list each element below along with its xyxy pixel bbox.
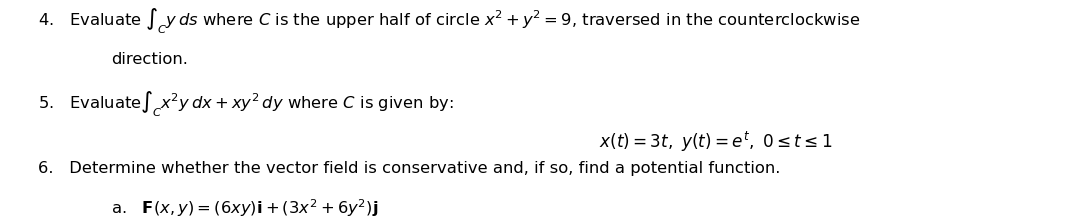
Text: 6.   Determine whether the vector field is conservative and, if so, find a poten: 6. Determine whether the vector field is… (38, 161, 780, 176)
Text: 5.   Evaluate$\int_C x^2y\,dx + xy^2\,dy$ where $C$ is given by:: 5. Evaluate$\int_C x^2y\,dx + xy^2\,dy$ … (38, 90, 454, 119)
Text: direction.: direction. (111, 52, 188, 67)
Text: 4.   Evaluate $\int_C y\,ds$ where $C$ is the upper half of circle $x^2 + y^2 = : 4. Evaluate $\int_C y\,ds$ where $C$ is … (38, 6, 861, 36)
Text: a.   $\mathbf{F}(x, y) = (6xy)\mathbf{i} + (3x^2 + 6y^2)\mathbf{j}$: a. $\mathbf{F}(x, y) = (6xy)\mathbf{i} +… (111, 198, 378, 216)
Text: $x(t) = 3t,\ y(t) = e^t,\ 0 \leq t \leq 1$: $x(t) = 3t,\ y(t) = e^t,\ 0 \leq t \leq … (599, 130, 833, 154)
